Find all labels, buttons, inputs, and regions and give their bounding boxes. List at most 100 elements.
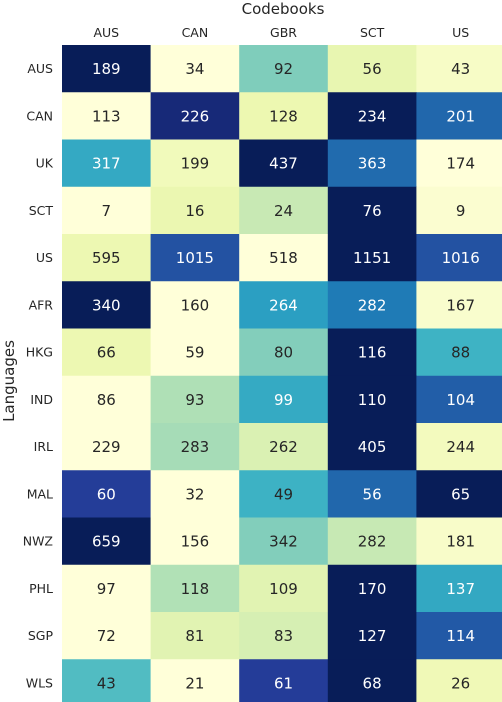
heatmap-cell bbox=[62, 328, 152, 377]
cell-value-label: 160 bbox=[181, 296, 210, 314]
row-tick-label: US bbox=[36, 250, 53, 265]
cell-value-label: 110 bbox=[358, 391, 387, 409]
heatmap-cell bbox=[62, 139, 152, 188]
cell-value-label: 1016 bbox=[442, 249, 480, 267]
column-tick-label: US bbox=[452, 25, 469, 40]
heatmap-cell bbox=[62, 659, 152, 702]
cell-value-label: 174 bbox=[446, 155, 475, 173]
cell-value-label: 340 bbox=[92, 296, 121, 314]
cell-value-label: 16 bbox=[185, 202, 204, 220]
cell-value-label: 1015 bbox=[176, 249, 214, 267]
cell-value-label: 595 bbox=[92, 249, 121, 267]
row-tick-label: AUS bbox=[27, 61, 53, 76]
heatmap-cell bbox=[62, 375, 152, 424]
x-axis-label: Codebooks bbox=[242, 0, 325, 18]
heatmap-cell bbox=[239, 186, 329, 235]
cell-value-label: 437 bbox=[269, 155, 298, 173]
heatmap-cell bbox=[150, 45, 240, 93]
heatmap-cell bbox=[150, 328, 240, 377]
cell-value-label: 66 bbox=[97, 344, 116, 362]
heatmap-cell bbox=[327, 45, 417, 93]
row-tick-label: SGP bbox=[28, 628, 54, 643]
row-tick-labels: AUS CAN UK SCT US AFR HKG IND IRL MAL NWZ PHL SGP WLS bbox=[23, 61, 54, 690]
heatmap-cell bbox=[239, 517, 329, 566]
heatmap-cell bbox=[327, 423, 417, 471]
cell-value-label: 88 bbox=[451, 344, 470, 362]
heatmap-cell bbox=[150, 375, 240, 424]
heatmap-cell bbox=[239, 612, 329, 660]
heatmap-cell bbox=[62, 470, 152, 518]
cell-value-label: 43 bbox=[451, 60, 470, 78]
heatmap-cell bbox=[327, 139, 417, 188]
heatmap-cell bbox=[62, 186, 152, 235]
heatmap-cell bbox=[327, 375, 417, 424]
cell-value-label: 61 bbox=[274, 674, 293, 692]
heatmap-cell bbox=[150, 517, 240, 566]
heatmap-cell bbox=[62, 564, 152, 613]
column-tick-label: SCT bbox=[360, 25, 385, 40]
heatmap-cell bbox=[239, 659, 329, 702]
heatmap-cell bbox=[62, 92, 152, 140]
row-tick-label: IRL bbox=[34, 439, 53, 454]
cell-value-label: 56 bbox=[363, 485, 382, 503]
cell-value-label: 97 bbox=[97, 580, 116, 598]
heatmap-cell bbox=[416, 139, 502, 188]
heatmap-cell bbox=[62, 281, 152, 329]
heatmap-cell bbox=[416, 564, 502, 613]
y-axis-label: Languages bbox=[0, 340, 18, 422]
cell-value-label: 229 bbox=[92, 438, 121, 456]
cell-value-label: 181 bbox=[446, 533, 475, 551]
cell-value-label: 167 bbox=[446, 296, 475, 314]
cell-value-label: 65 bbox=[451, 485, 470, 503]
heatmap-cell bbox=[239, 92, 329, 140]
cell-value-label: 137 bbox=[446, 580, 475, 598]
cell-value-label: 1151 bbox=[353, 249, 391, 267]
heatmap-cell bbox=[327, 517, 417, 566]
cell-value-label: 32 bbox=[185, 485, 204, 503]
heatmap-cell bbox=[416, 470, 502, 518]
cell-value-label: 26 bbox=[451, 674, 470, 692]
heatmap-cell bbox=[327, 186, 417, 235]
cell-value-label: 72 bbox=[97, 627, 116, 645]
cell-value-label: 9 bbox=[456, 202, 466, 220]
cell-value-label: 104 bbox=[446, 391, 475, 409]
cell-value-label: 76 bbox=[363, 202, 382, 220]
row-tick-label: CAN bbox=[26, 108, 53, 123]
heatmap-cell bbox=[150, 423, 240, 471]
cell-value-label: 83 bbox=[274, 627, 293, 645]
heatmap-cell bbox=[239, 281, 329, 329]
cell-value-label: 113 bbox=[92, 107, 121, 125]
heatmap-cell bbox=[62, 45, 152, 93]
heatmap-cell bbox=[327, 281, 417, 329]
cell-value-label: 86 bbox=[97, 391, 116, 409]
cell-value-label: 262 bbox=[269, 438, 298, 456]
heatmap-cell bbox=[327, 659, 417, 702]
heatmap-cell bbox=[239, 234, 329, 282]
cell-value-label: 189 bbox=[92, 60, 121, 78]
heatmap-cell bbox=[239, 564, 329, 613]
column-tick-label: AUS bbox=[93, 25, 119, 40]
heatmap-cell bbox=[416, 186, 502, 235]
cell-value-label: 59 bbox=[185, 344, 204, 362]
cell-value-label: 199 bbox=[181, 155, 210, 173]
cell-value-label: 170 bbox=[358, 580, 387, 598]
row-tick-label: WLS bbox=[26, 675, 53, 690]
heatmap-cell bbox=[416, 45, 502, 93]
heatmap-cell bbox=[327, 92, 417, 140]
cell-value-label: 116 bbox=[358, 344, 387, 362]
cell-value-label: 201 bbox=[446, 107, 475, 125]
cell-value-label: 7 bbox=[102, 202, 112, 220]
heatmap-cell bbox=[327, 470, 417, 518]
row-tick-label: SCT bbox=[29, 203, 54, 218]
heatmap-cell bbox=[327, 234, 417, 282]
cell-value-label: 518 bbox=[269, 249, 298, 267]
heatmap-cell bbox=[150, 564, 240, 613]
cell-value-label: 156 bbox=[181, 533, 210, 551]
heatmap-cell bbox=[416, 659, 502, 702]
heatmap-cell bbox=[327, 564, 417, 613]
cell-value-label: 24 bbox=[274, 202, 293, 220]
heatmap-cell bbox=[416, 375, 502, 424]
heatmap-cell bbox=[150, 92, 240, 140]
cell-value-label: 93 bbox=[185, 391, 204, 409]
